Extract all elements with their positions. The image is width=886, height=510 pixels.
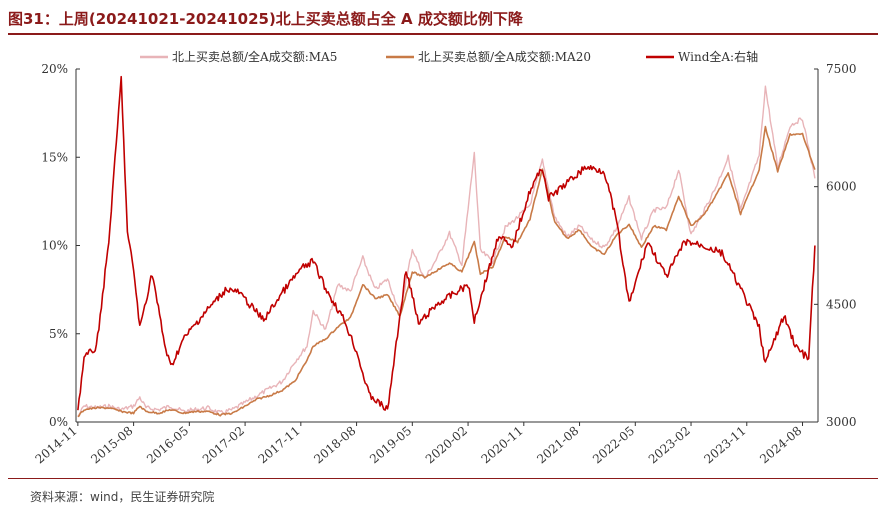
x-tick-label: 2017-02 xyxy=(200,424,247,467)
x-tick-label: 2023-02 xyxy=(646,424,693,467)
x-tick-label: 2018-08 xyxy=(311,424,358,467)
x-tick-label: 2020-11 xyxy=(479,424,526,467)
series-wind-line xyxy=(77,75,816,411)
title-divider xyxy=(8,33,878,35)
y-right-tick-label: 4500 xyxy=(826,297,857,311)
y-left-tick-label: 20% xyxy=(41,62,68,76)
y-right-tick-label: 7500 xyxy=(826,62,857,76)
y-left-tick-label: 15% xyxy=(41,150,68,164)
legend-label: 北上买卖总额/全A成交额:MA5 xyxy=(172,49,337,64)
axes-layer: 0% 5% 10% 15% 20% 3000 4500 6000 7500 2014-11 2015… xyxy=(33,62,857,466)
y-left-tick-label: 10% xyxy=(41,239,68,253)
legend-label: 北上买卖总额/全A成交额:MA20 xyxy=(418,49,591,64)
legend-label: Wind全A:右轴 xyxy=(678,49,758,64)
x-tick-label: 2014-11 xyxy=(33,424,80,467)
x-tick-label: 2021-08 xyxy=(534,424,581,467)
x-tick-label: 2017-11 xyxy=(256,424,303,467)
legend: 北上买卖总额/全A成交额:MA5 北上买卖总额/全A成交额:MA20 Wind全A:… xyxy=(140,49,758,64)
x-tick-label: 2020-02 xyxy=(423,424,470,467)
source-note: 资料来源：wind，民生证券研究院 xyxy=(30,490,215,504)
x-tick-label: 2022-05 xyxy=(590,424,637,467)
x-tick-label: 2019-05 xyxy=(367,424,414,467)
x-tick-label: 2024-08 xyxy=(757,424,804,467)
series-ma5-line xyxy=(77,85,816,418)
y-right-tick-label: 3000 xyxy=(826,415,857,429)
legend-item: 北上买卖总额/全A成交额:MA5 xyxy=(140,49,337,64)
line-chart: 北上买卖总额/全A成交额:MA5 北上买卖总额/全A成交额:MA20 Wind全A:… xyxy=(33,49,857,466)
y-right-tick-label: 6000 xyxy=(826,180,857,194)
footer-divider xyxy=(8,478,878,479)
series-ma20-line xyxy=(77,125,816,418)
series-layer xyxy=(77,75,816,418)
y-left-tick-label: 5% xyxy=(49,327,68,341)
legend-item: 北上买卖总额/全A成交额:MA20 xyxy=(386,49,591,64)
x-tick-label: 2023-11 xyxy=(701,424,748,467)
x-tick-label: 2016-05 xyxy=(144,424,191,467)
legend-item: Wind全A:右轴 xyxy=(646,49,758,64)
page-title: 图31：上周(20241021-20241025)北上买卖总额占全 A 成交额比… xyxy=(8,10,523,28)
x-tick-label: 2015-08 xyxy=(88,424,135,467)
y-left-tick-label: 0% xyxy=(49,415,68,429)
